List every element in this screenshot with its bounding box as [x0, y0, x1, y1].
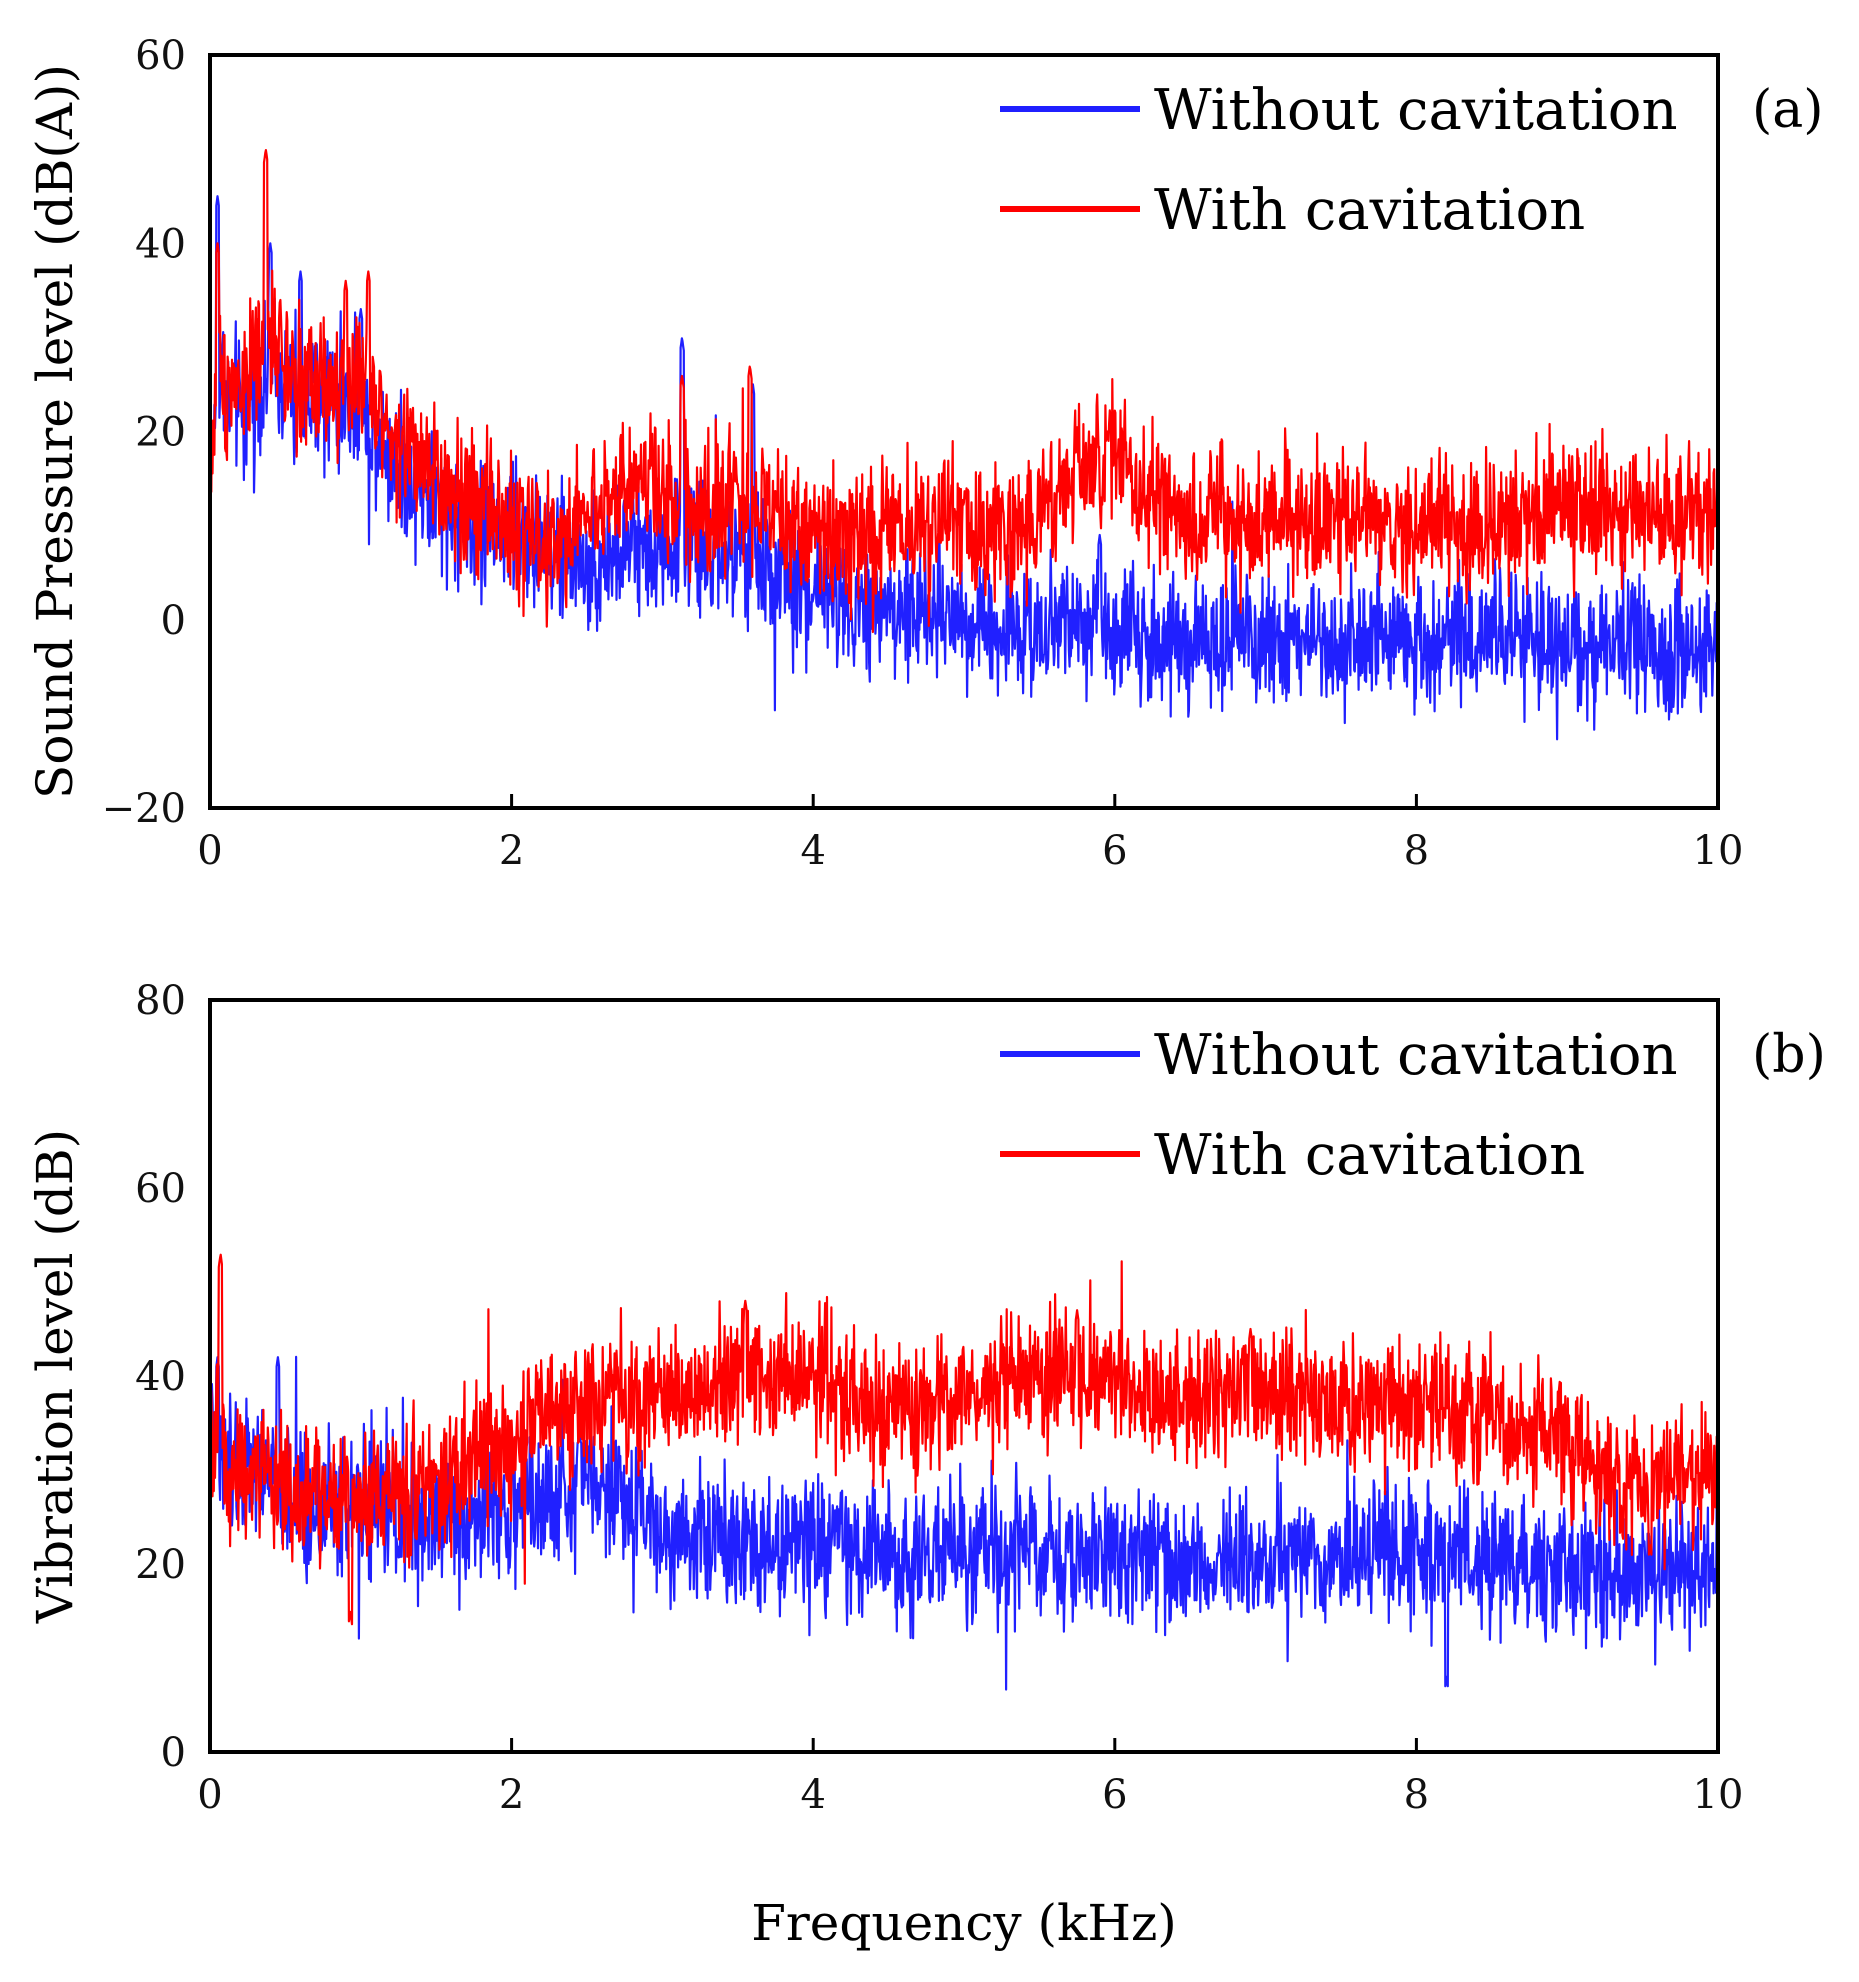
- x-tick-label: 8: [1404, 828, 1429, 874]
- y-tick-label: 60: [135, 1166, 186, 1212]
- x-tick-label: 0: [197, 1772, 222, 1818]
- y-tick-label: 80: [135, 978, 186, 1024]
- x-tick-label: 6: [1102, 1772, 1127, 1818]
- panel-a-label: (a): [1752, 80, 1824, 140]
- panel-b-plot-frame: [208, 998, 1720, 1754]
- panel-a-legend: Without cavitation With cavitation: [1000, 78, 1678, 243]
- legend-label-without-cavitation: Without cavitation: [1154, 1023, 1678, 1088]
- x-tick-label: 0: [197, 828, 222, 874]
- x-tick-label: 10: [1693, 828, 1744, 874]
- panel-b-series: [210, 1253, 1718, 1691]
- series-line-with-cavitation: [210, 1253, 1718, 1626]
- legend-label-without-cavitation: Without cavitation: [1154, 78, 1678, 143]
- panel-a-y-axis-title: Sound Pressure level (dB(A)): [26, 64, 84, 799]
- legend-label-with-cavitation: With cavitation: [1154, 1123, 1585, 1188]
- x-tick-label: 6: [1102, 828, 1127, 874]
- legend-label-with-cavitation: With cavitation: [1154, 178, 1585, 243]
- x-tick-label: 2: [499, 828, 524, 874]
- x-tick-label: 2: [499, 1772, 524, 1818]
- y-tick-label: 20: [135, 410, 186, 456]
- panel-b-ticks: 0 2 4 6 8 10 0 20 40 60 80: [135, 978, 1743, 1818]
- panel-b-legend: Without cavitation With cavitation: [1000, 1023, 1678, 1188]
- y-tick-label: −20: [102, 786, 186, 832]
- panel-b-label: (b): [1752, 1025, 1826, 1085]
- y-tick-label: 0: [161, 1730, 186, 1776]
- x-tick-label: 4: [800, 1772, 825, 1818]
- panel-b: 0 2 4 6 8 10 0 20 40 60 80 Vibration level (dB) (b…: [26, 978, 1826, 1818]
- panel-a-series: [210, 149, 1718, 741]
- y-tick-label: 20: [135, 1542, 186, 1588]
- y-tick-label: 0: [161, 598, 186, 644]
- y-tick-label: 60: [135, 33, 186, 79]
- x-tick-label: 8: [1404, 1772, 1429, 1818]
- series-line-without-cavitation: [210, 195, 1718, 741]
- y-tick-label: 40: [135, 221, 186, 267]
- panel-b-y-axis-title: Vibration level (dB): [26, 1129, 84, 1624]
- x-axis-title: Frequency (kHz): [751, 1894, 1177, 1952]
- series-line-with-cavitation: [210, 149, 1718, 634]
- x-tick-label: 10: [1693, 1772, 1744, 1818]
- y-tick-label: 40: [135, 1354, 186, 1400]
- x-tick-label: 4: [800, 828, 825, 874]
- panel-a-plot-frame: [208, 53, 1720, 810]
